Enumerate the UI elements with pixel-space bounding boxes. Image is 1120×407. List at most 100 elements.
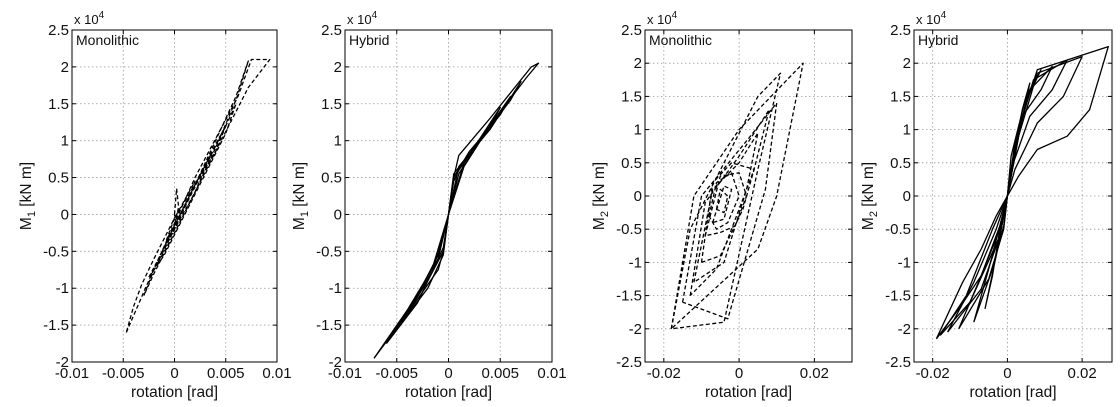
y-tick-label: 2.5	[621, 22, 642, 39]
y-tick-label: 1.5	[48, 96, 69, 113]
x-tick-label: 0	[1003, 365, 1011, 382]
y-tick-label: -0.5	[885, 221, 911, 238]
y-tick-label: -1	[898, 254, 911, 271]
y-tick-label: 2.5	[890, 22, 911, 39]
y-tick-label: 1	[634, 122, 642, 139]
series-line-6	[165, 180, 196, 241]
y-axis-label: M2 [kN m]	[591, 162, 611, 230]
y-tick-label: -2.5	[885, 354, 911, 371]
x-tick-label: 0	[444, 365, 452, 382]
series-line-5	[693, 132, 759, 283]
plot-area	[72, 30, 277, 362]
panel-label: Monolithic	[76, 32, 139, 48]
x-tick-label: 0	[170, 365, 178, 382]
x-tick-label: -0.005	[375, 365, 418, 382]
series-line-5	[973, 69, 1042, 323]
x-tick-label: -0.02	[647, 365, 681, 382]
series-line-6	[700, 162, 755, 264]
y-tick-label: 2	[903, 55, 911, 72]
panel-label: Hybrid	[918, 32, 958, 48]
y-tick-label: -1	[329, 280, 342, 297]
plot-area	[645, 30, 852, 362]
y-tick-label: 2.5	[321, 22, 342, 39]
axis-multiplier: x 104	[347, 10, 378, 27]
axis-multiplier-exponent: 4	[672, 10, 678, 21]
y-tick-label: 1	[61, 133, 69, 150]
y-tick-label: 2	[634, 55, 642, 72]
x-tick-label: 0.01	[537, 365, 566, 382]
axis-multiplier-exponent: 4	[941, 10, 947, 21]
y-tick-label: -2	[898, 321, 911, 338]
y-tick-label: -2	[329, 354, 342, 371]
y-axis-label: M2 [kN m]	[860, 162, 880, 230]
series-line-3	[396, 95, 512, 330]
series-line-7	[173, 187, 180, 223]
y-tick-label: -1.5	[616, 288, 642, 305]
x-axis-label: rotation [rad]	[705, 384, 792, 401]
series-line-6	[984, 82, 1031, 310]
chart-panel-4: -0.02 0 0.02 -2.5 -2 -1.5 -1 -0.5 0 0.5 1 1.5 2 2.5 x …	[860, 10, 1113, 401]
y-tick-label: 0	[903, 188, 911, 205]
series-group	[373, 62, 540, 359]
x-tick-label: 0.02	[1068, 365, 1097, 382]
x-tick-label: -0.005	[102, 365, 145, 382]
chart-panel-1: -0.01 -0.005 0 0.005 0.01 -2 -1.5 -1 -0.5 0 0.5 1 1.…	[18, 10, 292, 401]
y-tick-label: -1.5	[316, 317, 342, 334]
x-tick-label: -0.02	[916, 365, 950, 382]
y-tick-label: -2	[629, 321, 642, 338]
series-group	[935, 45, 1109, 340]
series-line-2	[670, 72, 782, 330]
y-tick-label: -0.5	[43, 243, 69, 260]
y-tick-label: 1.5	[890, 88, 911, 105]
series-line-8	[708, 172, 740, 230]
y-tick-label: 0.5	[890, 155, 911, 172]
y-tick-label: 0.5	[48, 170, 69, 187]
x-axis-label: rotation [rad]	[405, 384, 492, 401]
x-tick-label: 0.02	[800, 365, 829, 382]
y-tick-label: -1	[629, 254, 642, 271]
y-tick-label: -2	[56, 354, 69, 371]
series-group	[125, 58, 271, 333]
panel-label: Hybrid	[349, 32, 389, 48]
y-axis-label: M1 [kN m]	[18, 162, 38, 230]
chart-panel-3: -0.02 0 0.02 -2.5 -2 -1.5 -1 -0.5 0 0.5 1 1.5 2 2.5 x …	[591, 10, 853, 401]
y-tick-label: 0	[61, 206, 69, 223]
y-tick-label: 0.5	[621, 155, 642, 172]
series-group	[670, 62, 804, 330]
axis-multiplier: x 104	[647, 10, 678, 27]
x-axis-label: rotation [rad]	[131, 384, 218, 401]
y-tick-label: 2	[61, 59, 69, 76]
y-tick-label: -0.5	[616, 221, 642, 238]
series-line-9	[712, 185, 733, 224]
series-line-1	[670, 62, 804, 330]
y-tick-label: 1.5	[321, 96, 342, 113]
series-line-10	[715, 188, 729, 214]
chart-panel-2: -0.01 -0.005 0 0.005 0.01 -2 -1.5 -1 -0.5 0 0.5 1 1.…	[291, 10, 567, 401]
y-tick-label: -2.5	[616, 354, 642, 371]
series-line-4	[406, 106, 501, 315]
y-tick-label: 0	[334, 206, 342, 223]
x-tick-label: 0.005	[481, 365, 519, 382]
series-line-3	[681, 102, 778, 320]
series-line-4	[689, 109, 770, 297]
axis-multiplier-exponent: 4	[372, 10, 378, 21]
series-line-2	[385, 80, 522, 344]
axis-multiplier: x 104	[916, 10, 947, 27]
x-tick-label: -0.01	[328, 365, 362, 382]
x-tick-label: -0.01	[55, 365, 89, 382]
series-line-5	[161, 154, 212, 252]
y-tick-label: 2	[334, 59, 342, 76]
y-tick-label: -1.5	[885, 288, 911, 305]
x-axis-label: rotation [rad]	[969, 384, 1056, 401]
series-line-7	[704, 172, 748, 237]
y-axis-label: M1 [kN m]	[291, 162, 311, 230]
y-tick-label: 0	[634, 188, 642, 205]
y-tick-label: 2.5	[48, 22, 69, 39]
y-tick-label: -1.5	[43, 317, 69, 334]
x-tick-label: 0	[735, 365, 743, 382]
y-tick-label: 1.5	[621, 88, 642, 105]
axis-multiplier-exponent: 4	[99, 10, 105, 21]
x-tick-label: 0.005	[207, 365, 245, 382]
y-tick-label: -0.5	[316, 243, 342, 260]
